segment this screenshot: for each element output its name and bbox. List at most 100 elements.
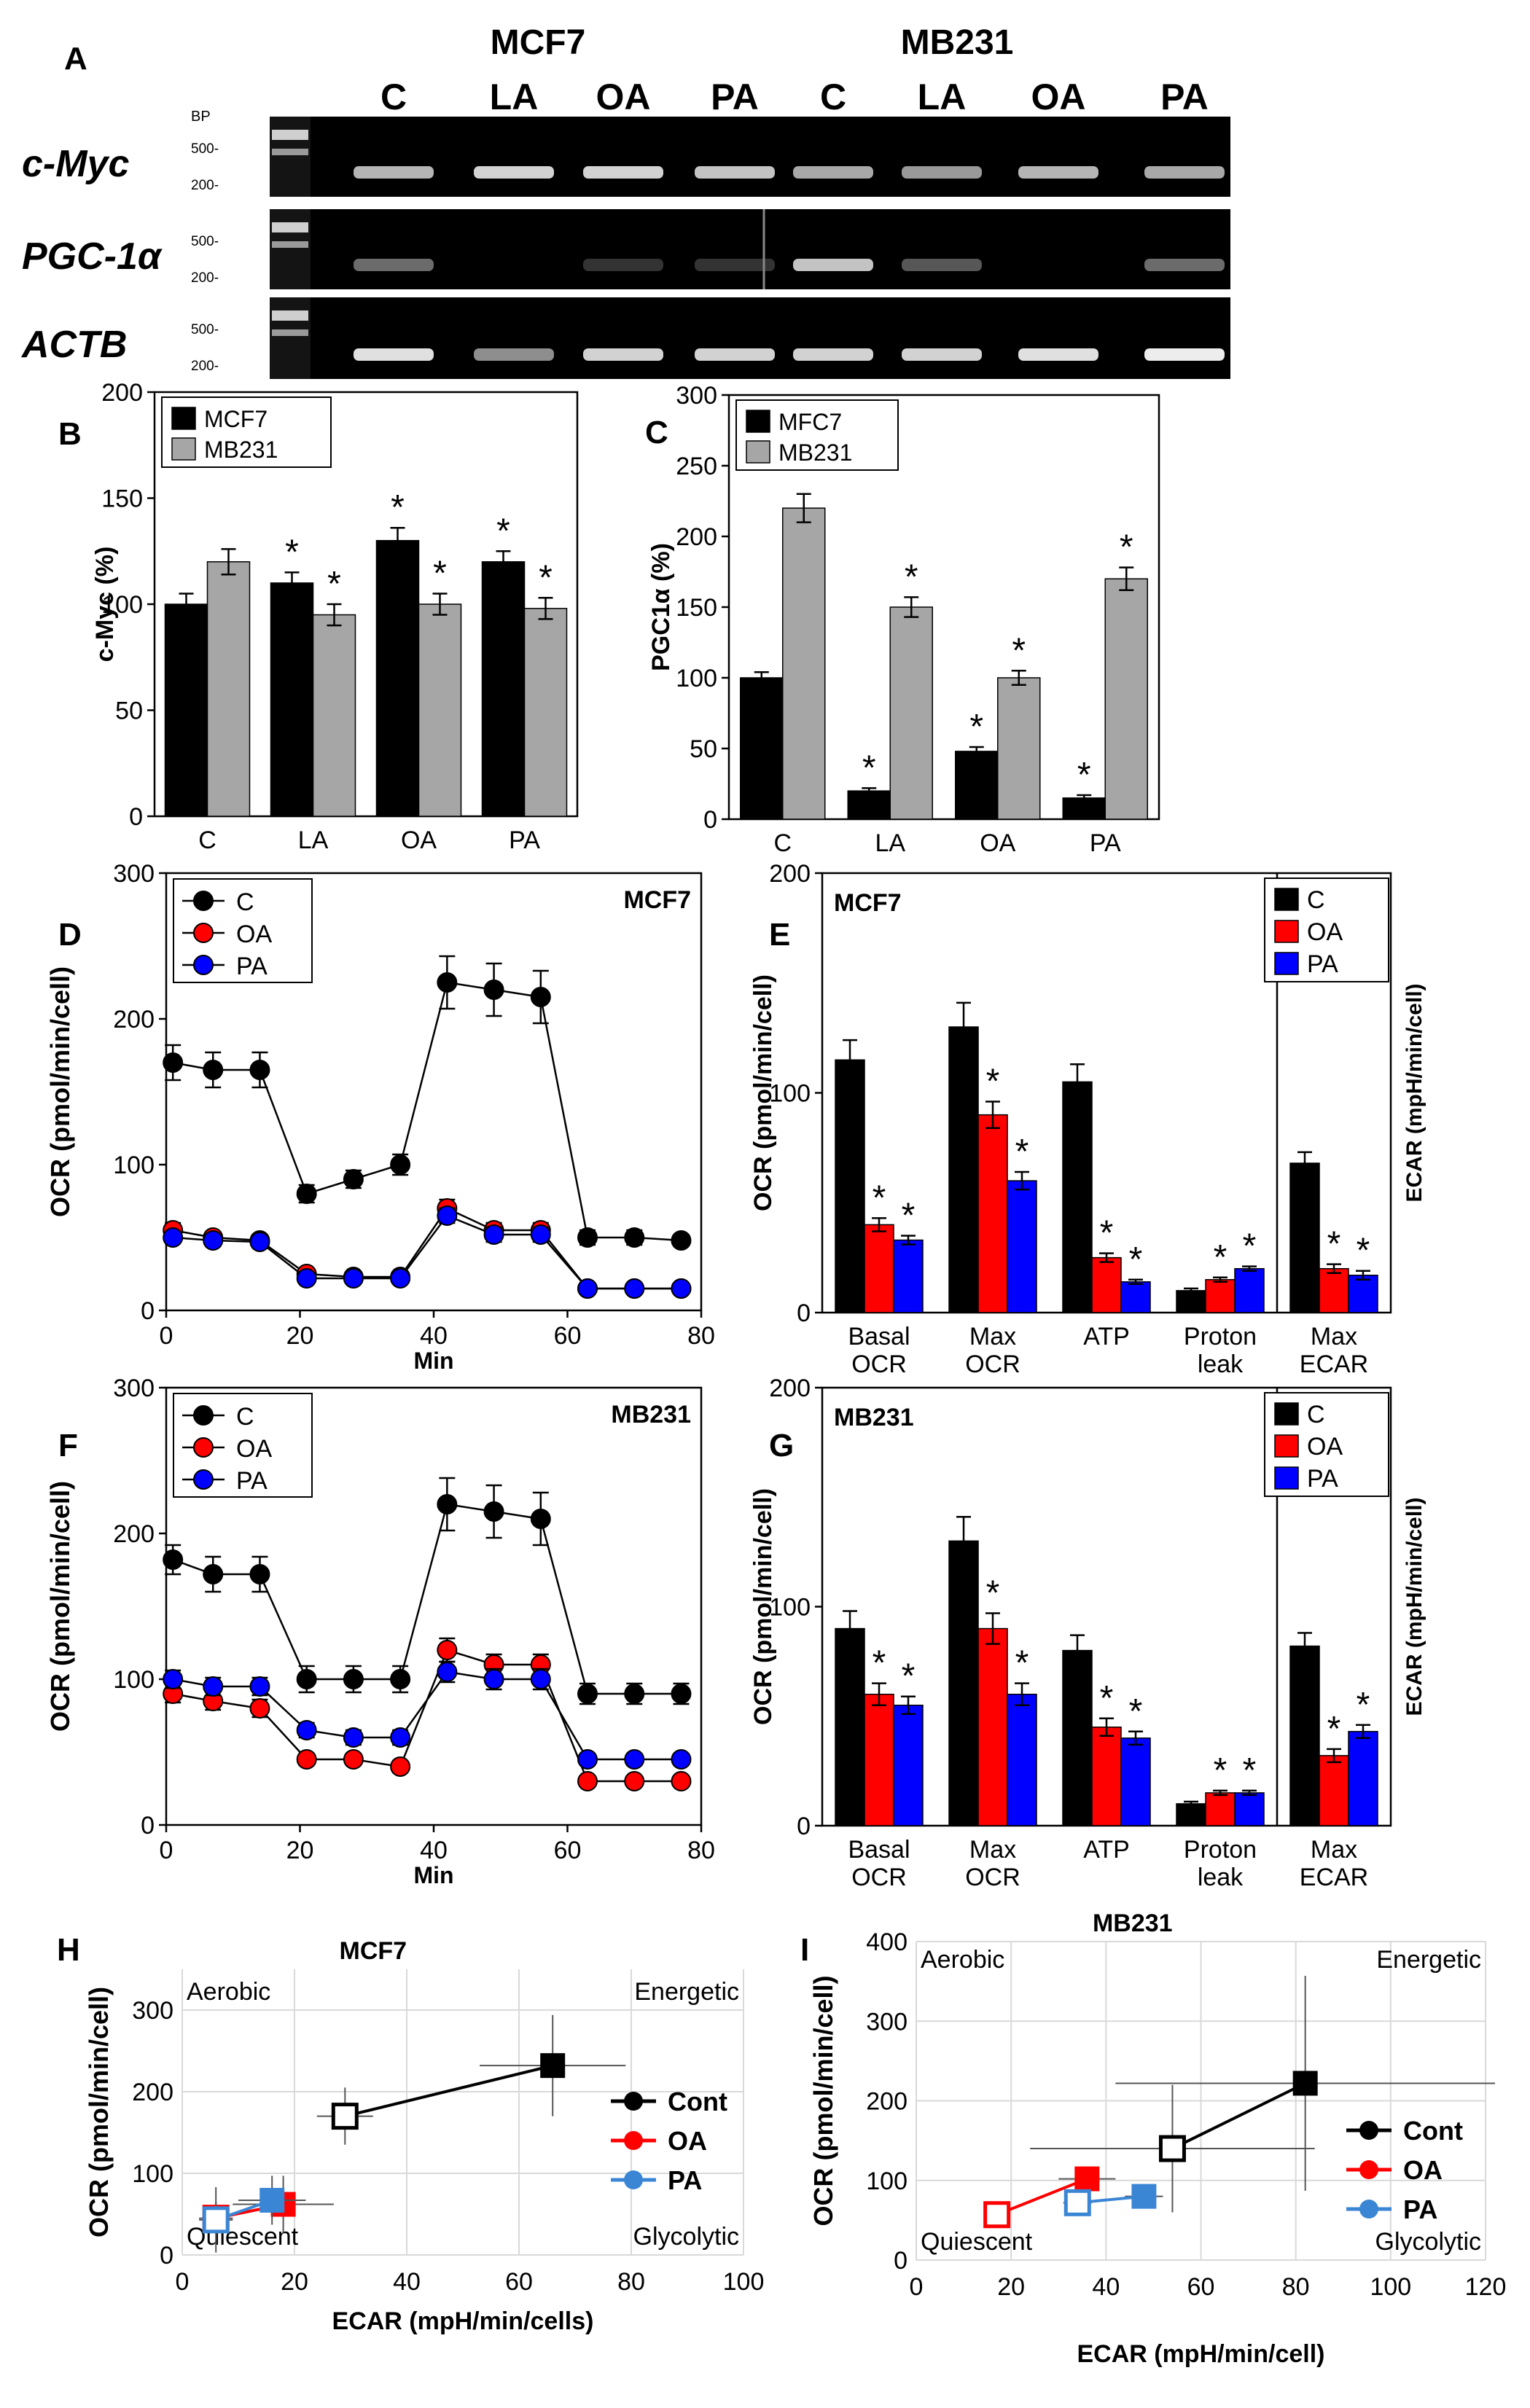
x-axis-label: Min bbox=[413, 1862, 453, 1888]
bar-c bbox=[1289, 1162, 1320, 1313]
category-label: C bbox=[198, 826, 216, 854]
y-tick-label: 300 bbox=[113, 1375, 155, 1402]
y-tick-label: 50 bbox=[115, 697, 143, 725]
bar-c bbox=[948, 1540, 979, 1826]
panel-h: 0 20 40 60 80 100 0 100 200 300 ECAR (mpH/min/cell… bbox=[84, 1937, 764, 2335]
y-tick-label: 200 bbox=[101, 379, 143, 407]
bar-oa bbox=[1091, 1256, 1122, 1313]
open-marker bbox=[202, 2206, 230, 2234]
legend-marker bbox=[624, 2131, 643, 2150]
gel-band bbox=[793, 259, 873, 271]
data-point bbox=[530, 1669, 551, 1689]
ladder-band bbox=[272, 222, 308, 232]
open-marker bbox=[331, 2103, 359, 2130]
bar-mb231 bbox=[312, 614, 356, 817]
y-tick-label: 200 bbox=[769, 860, 811, 888]
bar-mcf7 bbox=[375, 539, 420, 817]
data-point bbox=[163, 1669, 184, 1689]
data-point bbox=[437, 972, 458, 993]
bar-error bbox=[432, 593, 448, 616]
y-tick-label: 100 bbox=[113, 1666, 155, 1694]
bar-error bbox=[327, 603, 342, 627]
open-marker bbox=[1158, 2135, 1186, 2162]
legend-label: MB231 bbox=[204, 437, 278, 463]
gel-band bbox=[1144, 348, 1225, 361]
data-point bbox=[203, 1564, 224, 1584]
series-oa bbox=[163, 1198, 692, 1299]
data-point bbox=[296, 1749, 317, 1770]
data-point bbox=[624, 1749, 645, 1770]
gel-band bbox=[474, 348, 554, 361]
gel-lane-label: PA bbox=[1160, 77, 1209, 117]
bar-error bbox=[538, 597, 553, 620]
gel-band bbox=[902, 259, 982, 271]
y-tick-label: 0 bbox=[703, 806, 717, 834]
quadrant-label: Energetic bbox=[1376, 1946, 1481, 1974]
ladder-band bbox=[272, 149, 308, 155]
gel-band bbox=[583, 348, 663, 361]
data-point bbox=[577, 1749, 598, 1770]
bar-error bbox=[1184, 1287, 1198, 1294]
gel-lane-label: PA bbox=[711, 77, 759, 117]
category-label: LA bbox=[875, 829, 905, 857]
data-point bbox=[530, 1224, 551, 1245]
ladder-band bbox=[272, 130, 308, 140]
bar-error bbox=[1327, 1748, 1341, 1764]
legend-marker bbox=[193, 923, 214, 943]
data-point bbox=[163, 1227, 184, 1248]
legend-swatch bbox=[1274, 888, 1299, 911]
y-tick-label: 200 bbox=[113, 1520, 155, 1548]
legend: C OA PA bbox=[173, 878, 313, 983]
bar-error bbox=[843, 1039, 857, 1081]
panel-label-c: C bbox=[645, 415, 668, 450]
bar-error bbox=[1242, 1265, 1257, 1272]
data-point bbox=[483, 1501, 504, 1522]
significance-star: * bbox=[873, 1644, 886, 1683]
significance-star: * bbox=[1214, 1238, 1227, 1277]
significance-star: * bbox=[1077, 756, 1091, 794]
data-point bbox=[390, 1268, 411, 1289]
data-point bbox=[671, 1230, 692, 1251]
bar-mcf7 bbox=[481, 561, 526, 817]
series-line bbox=[172, 1649, 682, 1783]
gel-band bbox=[354, 348, 434, 361]
bar-error bbox=[1015, 1170, 1029, 1191]
gel-band bbox=[902, 348, 982, 361]
significance-star: * bbox=[1100, 1679, 1114, 1718]
data-point bbox=[483, 1224, 504, 1245]
bar-error bbox=[1184, 1800, 1198, 1807]
y-tick-label: 100 bbox=[676, 665, 717, 692]
bar-oa bbox=[1205, 1792, 1236, 1826]
bar-error bbox=[796, 493, 811, 523]
quadrant-label: Quiescent bbox=[921, 2228, 1033, 2256]
gel-band bbox=[474, 166, 554, 179]
legend: MCF7 MB231 bbox=[161, 396, 332, 468]
bar-error bbox=[1128, 1278, 1143, 1286]
gel-group-mb231: MB231 bbox=[901, 23, 1014, 62]
significance-star: * bbox=[1015, 1644, 1029, 1683]
legend-swatch bbox=[1274, 920, 1299, 943]
category-label: ATP bbox=[1083, 1323, 1130, 1350]
x-tick-label: 20 bbox=[997, 2273, 1025, 2301]
bar-error bbox=[1119, 566, 1134, 591]
open-marker bbox=[983, 2201, 1011, 2229]
data-point bbox=[624, 1227, 645, 1248]
closed-marker bbox=[540, 2053, 566, 2079]
data-point bbox=[343, 1268, 364, 1289]
bar-error bbox=[284, 571, 300, 595]
significance-star: * bbox=[902, 1657, 916, 1696]
x-tick-label: 60 bbox=[554, 1322, 582, 1350]
data-point bbox=[530, 987, 551, 1007]
bar-pa bbox=[1234, 1792, 1265, 1826]
gel-band bbox=[1018, 348, 1098, 361]
data-point bbox=[624, 1684, 645, 1704]
data-point bbox=[249, 1676, 270, 1697]
quadrant-label: Glycolytic bbox=[1375, 2228, 1481, 2256]
x-tick-label: 60 bbox=[505, 2268, 533, 2296]
series-line bbox=[172, 1503, 682, 1695]
significance-star: * bbox=[1243, 1751, 1257, 1790]
data-point bbox=[577, 1227, 598, 1248]
bar-error bbox=[1297, 1632, 1312, 1660]
legend-swatch bbox=[171, 407, 196, 430]
category-label: Max bbox=[1311, 1836, 1357, 1864]
